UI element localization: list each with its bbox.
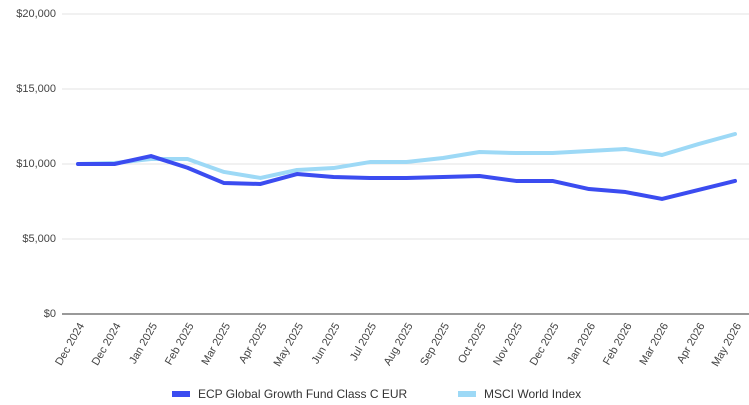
x-tick-label: Jun 2025 (310, 321, 343, 366)
line-series (76, 132, 737, 180)
x-tick-label: Feb 2026 (601, 321, 635, 367)
x-tick-label: Apr 2026 (675, 321, 708, 366)
legend-label: MSCI World Index (484, 387, 581, 401)
line-series (76, 154, 737, 201)
x-tick-label: May 2026 (710, 321, 745, 369)
x-tick-label: Mar 2026 (637, 321, 671, 367)
x-tick-label: Jul 2025 (348, 321, 379, 363)
legend-label: ECP Global Growth Fund Class C EUR (198, 387, 408, 401)
x-tick-label: May 2025 (272, 321, 307, 369)
y-tick-label: $20,000 (16, 8, 56, 20)
x-tick-label: Nov 2025 (491, 321, 525, 368)
x-tick-label: Dec 2024 (90, 321, 124, 368)
y-tick-label: $0 (44, 308, 56, 320)
x-tick-label: Feb 2025 (163, 321, 197, 367)
x-tick-label: Sep 2025 (418, 321, 452, 368)
y-tick-label: $15,000 (16, 83, 56, 95)
x-tick-label: Dec 2024 (53, 321, 87, 368)
x-tick-label: Apr 2025 (237, 321, 270, 366)
x-tick-label: Dec 2025 (528, 321, 562, 368)
x-tick-label: Mar 2025 (199, 321, 233, 367)
legend-swatch (458, 391, 476, 397)
x-tick-label: Aug 2025 (382, 321, 416, 368)
x-tick-label: Jan 2025 (127, 321, 160, 366)
x-tick-label: Oct 2025 (456, 321, 489, 366)
y-tick-label: $5,000 (22, 233, 56, 245)
legend-swatch (172, 391, 190, 397)
y-tick-label: $10,000 (16, 158, 56, 170)
x-tick-label: Jan 2026 (565, 321, 598, 366)
